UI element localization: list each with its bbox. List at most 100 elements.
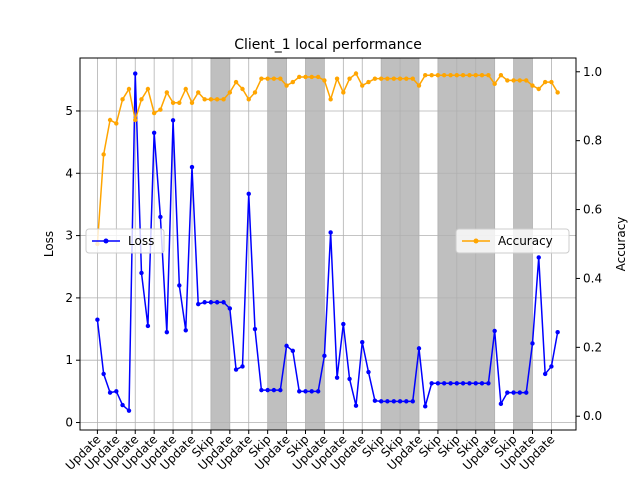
series-point-accuracy (397, 76, 403, 81)
series-point-loss (114, 389, 119, 394)
series-point-accuracy (549, 79, 554, 85)
series-point-loss (303, 389, 308, 394)
series-point-loss (177, 283, 182, 288)
series-point-accuracy (334, 76, 340, 81)
series-point-loss (221, 300, 226, 305)
series-point-accuracy (353, 71, 359, 76)
series-point-loss (189, 164, 195, 170)
series-point-accuracy (341, 90, 346, 95)
series-point-accuracy (208, 97, 214, 102)
series-point-accuracy (309, 74, 314, 80)
series-point-accuracy (530, 83, 535, 88)
series-point-accuracy (347, 76, 352, 81)
series-point-accuracy (460, 73, 466, 78)
series-point-loss (536, 255, 541, 260)
skip-region-1 (267, 58, 287, 430)
y-tick-label-left: 2 (65, 291, 73, 305)
series-point-loss (385, 399, 390, 404)
series-point-loss (397, 399, 403, 404)
series-point-loss (120, 402, 125, 408)
series-point-accuracy (391, 76, 397, 81)
series-point-accuracy (177, 100, 182, 105)
series-point-accuracy (240, 86, 245, 92)
series-point-loss (391, 399, 397, 404)
series-point-loss (208, 300, 214, 305)
y-axis-label-left: Loss (42, 231, 56, 257)
series-point-accuracy (107, 117, 113, 123)
series-point-loss (530, 341, 535, 346)
series-point-accuracy (183, 86, 188, 92)
series-point-loss (95, 317, 100, 322)
series-point-accuracy (486, 73, 491, 78)
series-point-accuracy (259, 76, 264, 81)
series-point-loss (360, 339, 365, 345)
series-point-loss (467, 381, 472, 386)
y-tick-label-left: 1 (65, 353, 73, 367)
series-point-loss (164, 329, 170, 335)
series-point-loss (309, 389, 314, 394)
series-point-accuracy (366, 79, 371, 85)
y-tick-label-left: 0 (65, 416, 73, 430)
series-point-loss (524, 390, 529, 395)
series-point-accuracy (416, 83, 422, 88)
series-point-accuracy (322, 78, 327, 83)
series-point-accuracy (536, 86, 541, 92)
series-point-accuracy (252, 90, 258, 95)
legend-label-loss: Loss (128, 234, 154, 248)
series-point-loss (252, 326, 258, 332)
series-point-loss (158, 214, 163, 220)
series-point-accuracy (517, 78, 523, 83)
series-point-accuracy (511, 78, 516, 83)
y-tick-label-left: 3 (65, 229, 73, 243)
series-point-loss (322, 353, 327, 359)
series-point-accuracy (315, 74, 321, 80)
chart-title: Client_1 local performance (234, 37, 422, 53)
series-point-loss (227, 306, 233, 311)
series-point-loss (460, 381, 466, 386)
series-point-accuracy (290, 79, 296, 85)
series-point-accuracy (448, 73, 453, 78)
skip-region-0 (210, 58, 230, 430)
series-point-loss (246, 191, 251, 197)
series-point-accuracy (378, 76, 384, 81)
series-point-accuracy (410, 76, 415, 81)
y-tick-label-right: 0.8 (583, 134, 602, 148)
series-point-loss (448, 381, 453, 386)
series-point-accuracy (473, 73, 478, 78)
y-tick-label-right: 1.0 (583, 65, 602, 79)
skip-region-2 (305, 58, 325, 430)
y-tick-label-right: 0.0 (583, 409, 602, 423)
y-tick-label-left: 4 (65, 166, 73, 180)
series-point-loss (366, 369, 371, 375)
series-point-accuracy (170, 100, 176, 105)
series-point-accuracy (441, 73, 447, 78)
series-point-loss (202, 300, 207, 305)
series-point-accuracy (429, 73, 434, 78)
series-point-loss (133, 71, 138, 76)
series-point-loss (542, 371, 548, 377)
series-point-loss (423, 404, 428, 409)
series-point-accuracy (297, 74, 302, 80)
series-point-loss (435, 381, 441, 386)
series-point-accuracy (164, 90, 170, 95)
series-point-accuracy (227, 90, 233, 95)
y-tick-label-left: 5 (65, 104, 73, 118)
series-point-loss (429, 381, 434, 386)
y-axis-label-right: Accuracy (614, 217, 628, 272)
legend-marker-loss (103, 238, 109, 244)
series-point-accuracy (126, 86, 132, 92)
series-point-loss (353, 403, 359, 408)
series-point-accuracy (524, 78, 529, 83)
series-point-accuracy (372, 76, 378, 81)
series-point-accuracy (498, 73, 504, 78)
series-point-accuracy (202, 97, 207, 102)
series-point-loss (441, 381, 447, 386)
series-point-accuracy (114, 121, 119, 126)
series-point-loss (297, 389, 302, 394)
series-point-loss (328, 230, 333, 235)
legend-label-accuracy: Accuracy (498, 234, 553, 248)
series-point-loss (170, 118, 176, 123)
y-tick-label-right: 0.2 (583, 340, 602, 354)
series-point-accuracy (542, 79, 548, 85)
series-point-loss (101, 371, 106, 377)
